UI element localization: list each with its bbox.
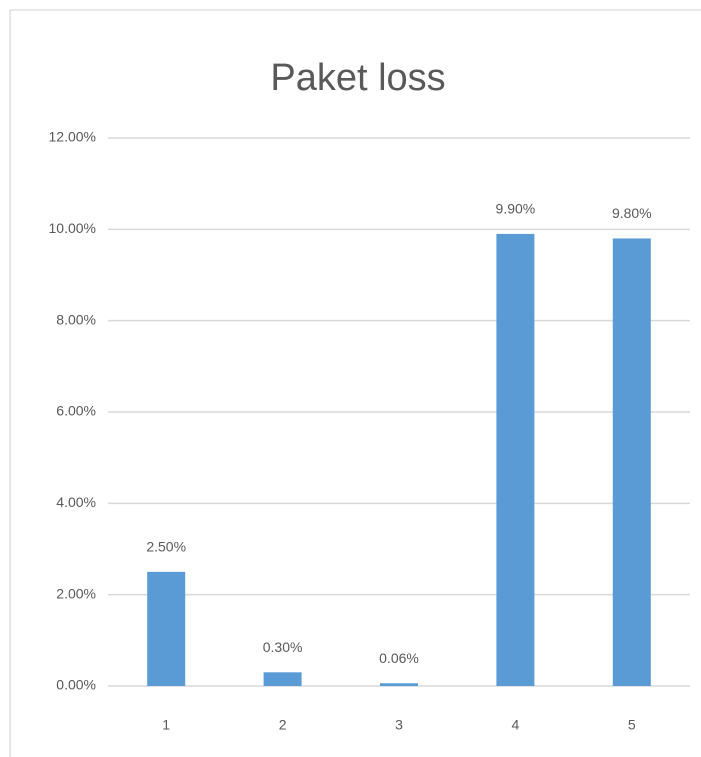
- y-tick-label: 2.00%: [56, 585, 96, 601]
- y-tick-label: 6.00%: [56, 403, 96, 419]
- y-tick-label: 8.00%: [56, 311, 96, 327]
- x-tick-label: 1: [162, 717, 170, 733]
- value-label: 2.50%: [146, 539, 186, 555]
- x-tick-label: 3: [395, 717, 403, 733]
- bar: [496, 233, 535, 686]
- x-tick-label: 4: [512, 717, 520, 733]
- bar: [612, 238, 651, 686]
- y-tick-label: 12.00%: [49, 129, 96, 145]
- bar: [263, 672, 302, 686]
- x-tick-label: 5: [628, 717, 636, 733]
- y-tick-label: 4.00%: [56, 494, 96, 510]
- value-label: 9.80%: [612, 205, 652, 221]
- bar: [380, 683, 418, 686]
- x-tick-label: 2: [279, 717, 287, 733]
- y-tick-label: 0.00%: [56, 677, 96, 693]
- value-label: 9.90%: [496, 201, 536, 217]
- value-label: 0.06%: [379, 650, 419, 666]
- bar: [147, 571, 186, 686]
- y-tick-label: 10.00%: [49, 220, 96, 236]
- value-label: 0.30%: [263, 639, 303, 655]
- chart-title: Paket loss: [270, 57, 445, 99]
